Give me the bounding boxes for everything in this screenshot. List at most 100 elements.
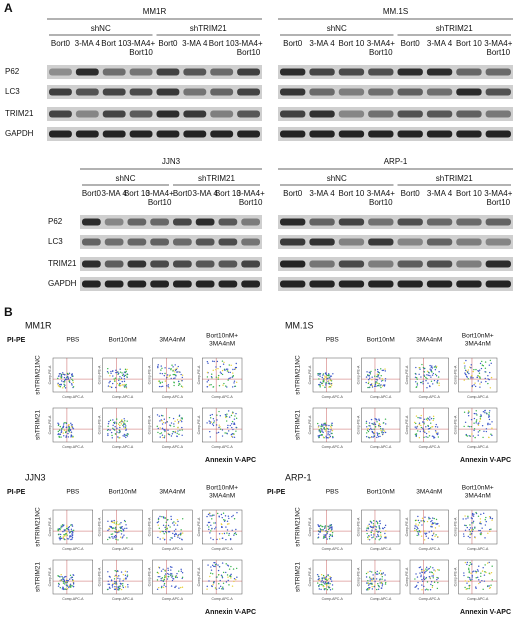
event-dot: [421, 520, 423, 522]
event-dot: [415, 585, 417, 588]
blot-title: JJN3: [162, 157, 181, 166]
event-dot: [416, 584, 418, 587]
plot-axis: Comp-PE-A: [308, 567, 312, 586]
event-dot: [166, 421, 168, 423]
band: [397, 88, 423, 96]
plot-axis: Comp-APC-A: [467, 395, 489, 399]
event-dot: [173, 535, 176, 537]
event-dot: [118, 587, 121, 590]
event-dot: [119, 368, 121, 370]
event-dot: [474, 382, 476, 384]
event-dot: [327, 578, 330, 580]
event-dot: [66, 538, 69, 540]
event-dot: [374, 369, 376, 371]
event-dot: [484, 371, 486, 373]
event-dot: [71, 538, 73, 540]
event-dot: [173, 530, 176, 532]
panel-label: A: [4, 1, 13, 15]
event-dot: [470, 376, 472, 378]
event-dot: [109, 375, 111, 377]
event-dot: [218, 587, 220, 589]
band: [426, 260, 453, 268]
event-dot: [470, 364, 472, 366]
event-dot: [227, 576, 229, 578]
event-dot: [221, 588, 223, 590]
event-dot: [426, 569, 428, 572]
event-dot: [366, 527, 368, 529]
event-dot: [323, 576, 325, 578]
plot-axis: Comp-PE-A: [405, 415, 409, 434]
band: [218, 260, 238, 268]
event-dot: [161, 585, 163, 588]
event-dot: [126, 420, 128, 422]
event-dot: [376, 522, 379, 525]
event-dot: [225, 416, 227, 419]
lane-label: Bort0: [283, 189, 303, 198]
event-dot: [322, 431, 324, 434]
band: [456, 130, 482, 138]
band: [237, 88, 260, 96]
event-dot: [323, 583, 326, 585]
event-dot: [126, 527, 128, 530]
event-dot: [118, 589, 120, 591]
event-dot: [489, 528, 491, 531]
event-dot: [229, 575, 231, 577]
event-dot: [427, 436, 429, 438]
flow-plot: [409, 509, 449, 545]
event-dot: [478, 372, 481, 374]
event-dot: [423, 539, 426, 541]
event-dot: [176, 576, 178, 579]
event-dot: [482, 512, 485, 515]
event-dot: [464, 580, 467, 582]
event-dot: [159, 420, 161, 422]
event-dot: [125, 524, 127, 526]
event-dot: [378, 425, 380, 427]
event-dot: [429, 566, 432, 568]
event-dot: [376, 381, 378, 383]
column-label: PBS: [66, 489, 80, 496]
event-dot: [423, 569, 425, 572]
event-dot: [113, 535, 116, 538]
event-dot: [487, 382, 489, 385]
column-label: 3MA4nM: [465, 493, 491, 500]
event-dot: [113, 578, 116, 580]
event-dot: [327, 382, 330, 384]
event-dot: [206, 588, 208, 590]
event-dot: [332, 436, 334, 439]
event-dot: [164, 576, 166, 579]
event-dot: [417, 416, 419, 419]
event-dot: [320, 588, 322, 591]
event-dot: [231, 515, 233, 518]
event-dot: [117, 436, 119, 438]
event-dot: [235, 430, 237, 432]
event-dot: [470, 572, 472, 574]
event-dot: [430, 581, 433, 583]
event-dot: [123, 426, 125, 428]
event-dot: [162, 436, 164, 439]
event-dot: [477, 370, 480, 373]
event-dot: [161, 577, 164, 579]
event-dot: [434, 522, 436, 524]
event-dot: [319, 373, 321, 376]
event-dot: [168, 387, 170, 389]
event-dot: [70, 434, 73, 437]
event-dot: [466, 563, 468, 566]
event-dot: [430, 525, 432, 528]
event-dot: [230, 364, 232, 367]
event-dot: [328, 538, 331, 540]
event-dot: [375, 385, 377, 387]
event-dot: [220, 513, 223, 516]
event-dot: [232, 568, 235, 570]
event-dot: [116, 531, 119, 533]
band: [426, 110, 453, 118]
event-dot: [376, 368, 379, 371]
band: [75, 110, 99, 118]
event-dot: [223, 519, 225, 521]
event-dot: [380, 536, 382, 538]
event-dot: [108, 527, 110, 530]
event-dot: [125, 386, 127, 388]
lane-label: Bort 10: [215, 189, 241, 198]
event-dot: [415, 386, 417, 389]
lane-label: 3-MA 4: [427, 39, 453, 48]
event-dot: [67, 432, 69, 435]
